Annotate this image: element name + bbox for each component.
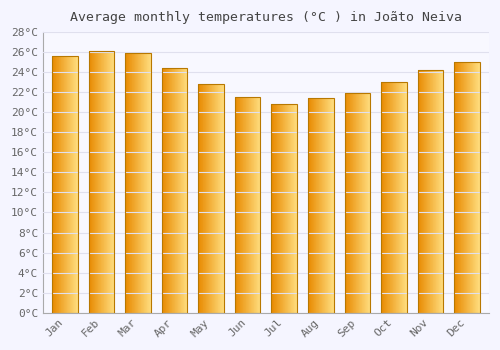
Bar: [88, 51, 114, 313]
Bar: [162, 68, 188, 313]
Bar: [272, 104, 297, 313]
Bar: [198, 84, 224, 313]
Bar: [344, 93, 370, 313]
Bar: [418, 70, 443, 313]
Bar: [454, 62, 480, 313]
Bar: [235, 97, 260, 313]
Title: Average monthly temperatures (°C ) in Joãto Neiva: Average monthly temperatures (°C ) in Jo…: [70, 11, 462, 24]
Bar: [381, 82, 406, 313]
Bar: [125, 53, 151, 313]
Bar: [308, 98, 334, 313]
Bar: [52, 56, 78, 313]
